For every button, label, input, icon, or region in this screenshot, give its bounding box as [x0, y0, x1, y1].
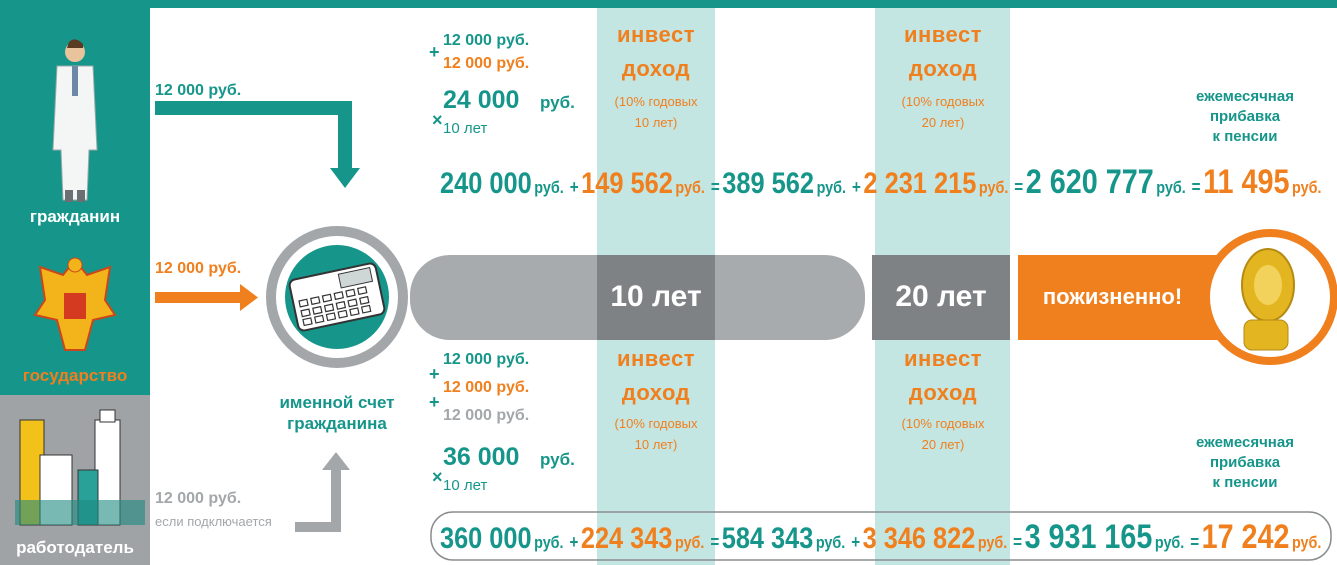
amount: 389 562 — [722, 167, 814, 201]
unit: руб. — [534, 533, 563, 553]
term: 10 лет — [443, 120, 487, 137]
sum-amount: 24 000 — [443, 86, 519, 115]
unit: руб. — [675, 178, 704, 198]
term: 10 лет — [443, 477, 487, 494]
invest-title: инвест — [597, 346, 715, 372]
invest-note: (10% годовых — [884, 416, 1002, 431]
timeline-label: 10 лет — [597, 280, 715, 314]
amount: 17 242 — [1202, 518, 1290, 557]
flow-amount: 12 000 руб. — [155, 82, 241, 100]
contribution: 12 000 руб. — [443, 379, 529, 397]
unit: руб. — [817, 178, 846, 198]
invest-note: 20 лет) — [884, 437, 1002, 452]
contribution: 12 000 руб. — [443, 407, 529, 425]
unit: руб. — [979, 178, 1008, 198]
operator: = — [1190, 532, 1199, 553]
unit: руб. — [1155, 533, 1184, 553]
multiply-sign: × — [432, 110, 443, 131]
page: гражданин государство работодатель 12 00… — [0, 0, 1337, 565]
invest-note: (10% годовых — [597, 416, 715, 431]
unit: руб. — [534, 178, 563, 198]
amount: 360 000 — [440, 522, 532, 556]
amount: 2 231 215 — [863, 167, 976, 201]
unit: руб. — [675, 533, 704, 553]
invest-title: инвест — [884, 22, 1002, 48]
flow-amount: 12 000 руб. — [155, 260, 241, 278]
result-label: к пенсии — [1160, 128, 1330, 145]
sum-unit: руб. — [540, 450, 575, 470]
unit: руб. — [1156, 178, 1185, 198]
result-label: к пенсии — [1160, 474, 1330, 491]
invest-title: доход — [597, 380, 715, 406]
contribution: 12 000 руб. — [443, 55, 529, 73]
result-label: прибавка — [1160, 454, 1330, 471]
operator: + — [569, 532, 578, 553]
invest-title: доход — [884, 56, 1002, 82]
invest-note: 10 лет) — [597, 437, 715, 452]
source-label: работодатель — [0, 538, 150, 558]
invest-note: 10 лет) — [597, 115, 715, 130]
amount: 224 343 — [581, 522, 673, 556]
source-label: государство — [0, 366, 150, 386]
unit: руб. — [1292, 178, 1321, 198]
account-label: именной счет — [257, 393, 417, 413]
multiply-sign: × — [432, 467, 443, 488]
unit: руб. — [1292, 533, 1321, 553]
operator: = — [1014, 177, 1023, 198]
operator: = — [710, 532, 719, 553]
invest-title: доход — [597, 56, 715, 82]
invest-note: 20 лет) — [884, 115, 1002, 130]
invest-title: инвест — [884, 346, 1002, 372]
amount: 3 931 165 — [1025, 518, 1153, 557]
unit: руб. — [978, 533, 1007, 553]
result-label: ежемесячная — [1160, 434, 1330, 451]
invest-note: (10% годовых — [597, 94, 715, 109]
invest-note: (10% годовых — [884, 94, 1002, 109]
operator: + — [851, 532, 860, 553]
result-label: ежемесячная — [1160, 88, 1330, 105]
invest-title: доход — [884, 380, 1002, 406]
timeline-label: пожизненно! — [1030, 284, 1195, 310]
flow-note: если подключается — [155, 514, 272, 529]
unit: руб. — [816, 533, 845, 553]
plus-sign: + — [429, 364, 440, 385]
amount: 584 343 — [722, 522, 814, 556]
operator: = — [1192, 177, 1201, 198]
result-label: прибавка — [1160, 108, 1330, 125]
operator: + — [570, 177, 579, 198]
contribution: 12 000 руб. — [443, 32, 529, 50]
flow-amount: 12 000 руб. — [155, 490, 241, 508]
amount: 2 620 777 — [1026, 163, 1154, 202]
operator: = — [1013, 532, 1022, 553]
operator: + — [852, 177, 861, 198]
operator: = — [711, 177, 720, 198]
plus-sign: + — [429, 392, 440, 413]
account-label: гражданина — [257, 414, 417, 434]
source-label: гражданин — [0, 207, 150, 227]
amount: 240 000 — [440, 167, 532, 201]
invest-title: инвест — [597, 22, 715, 48]
contribution: 12 000 руб. — [443, 351, 529, 369]
plus-sign: + — [429, 42, 440, 63]
sum-unit: руб. — [540, 93, 575, 113]
amount: 149 562 — [581, 167, 673, 201]
amount: 11 495 — [1203, 163, 1289, 202]
amount: 3 346 822 — [863, 522, 976, 556]
sum-amount: 36 000 — [443, 443, 519, 472]
timeline-label: 20 лет — [872, 280, 1010, 314]
